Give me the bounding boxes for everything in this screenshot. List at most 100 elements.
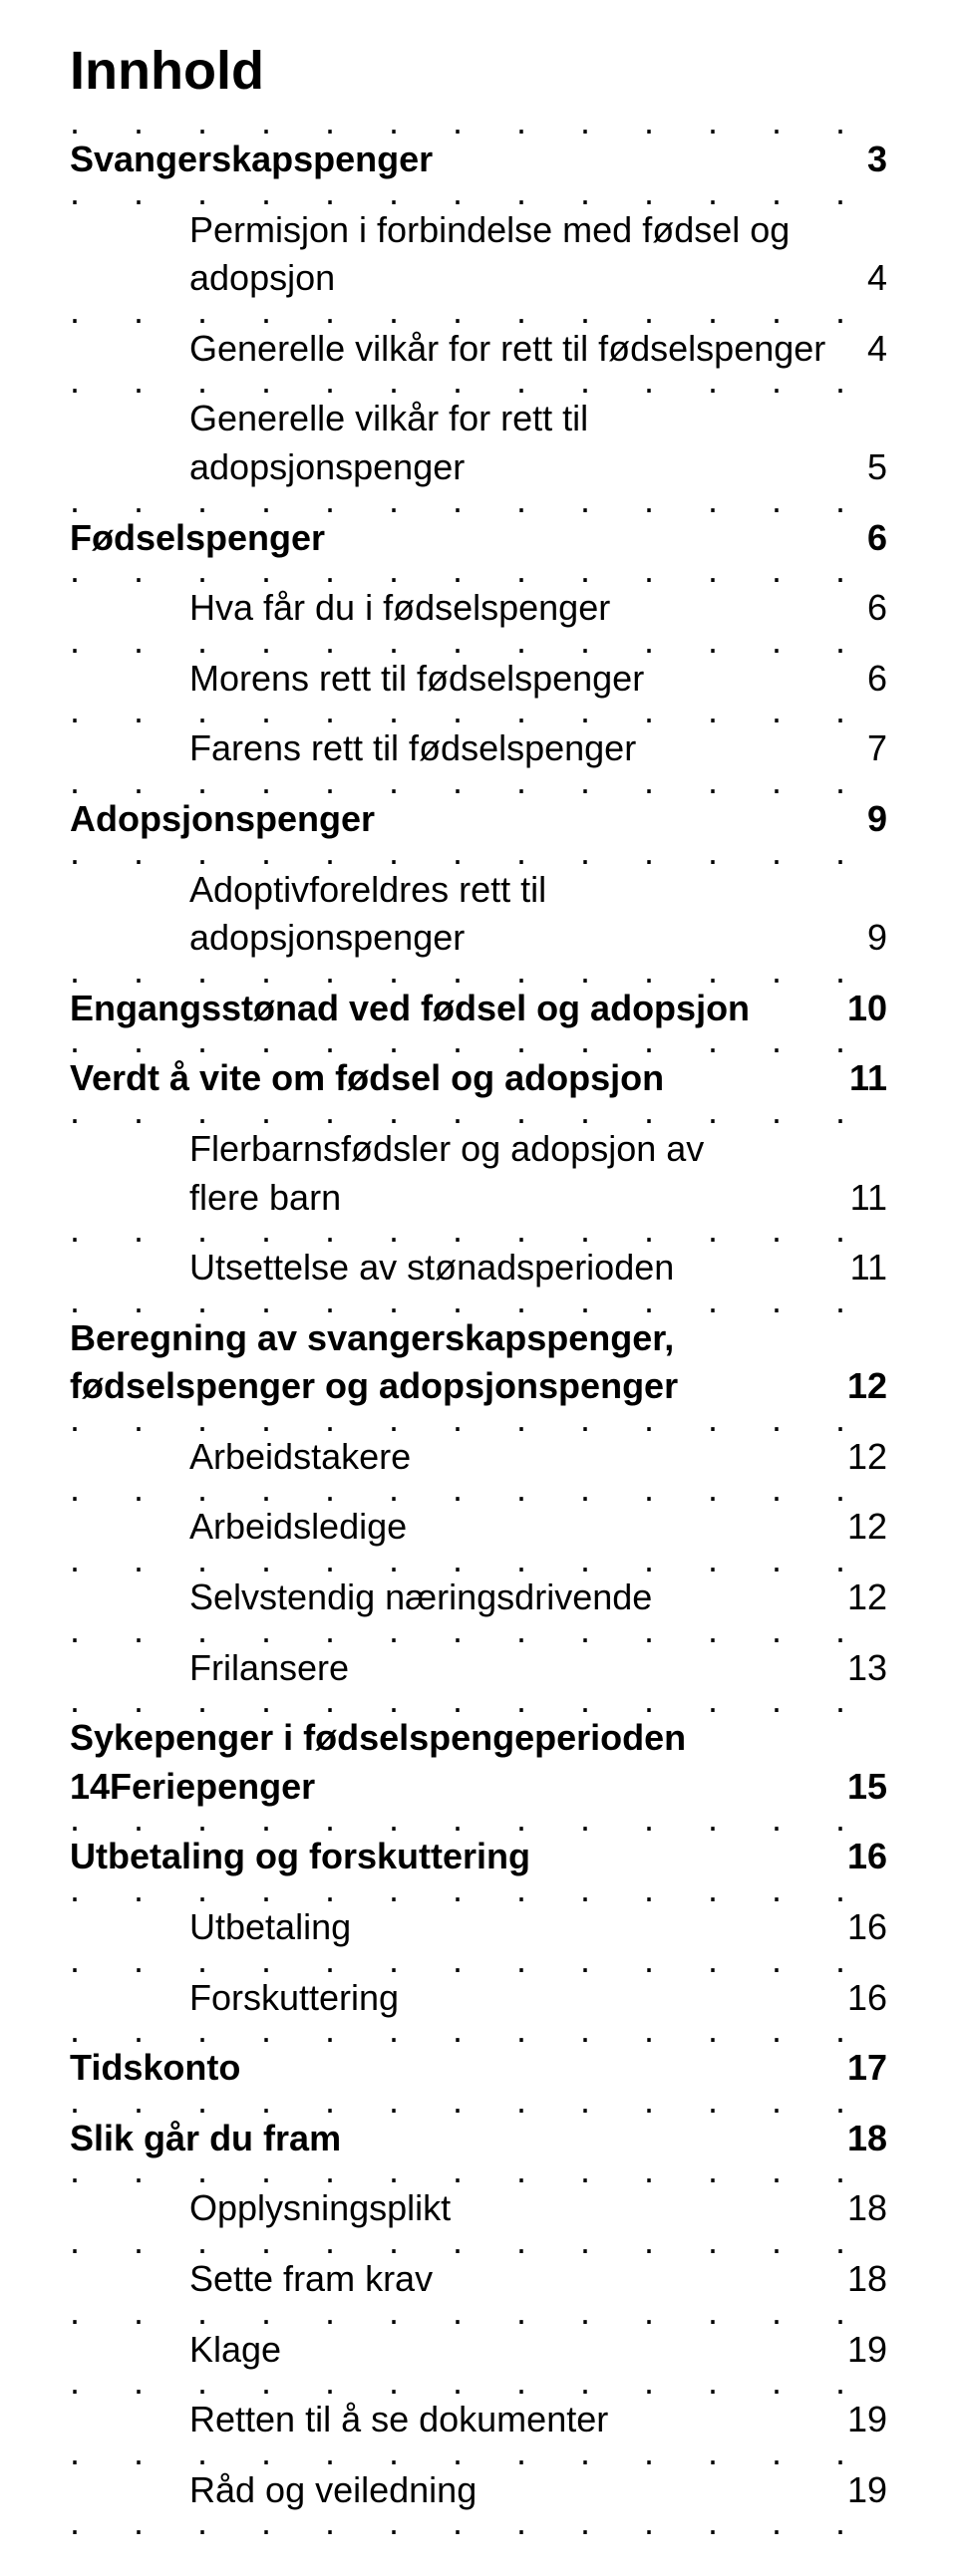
toc-page: 11 <box>837 1174 887 1223</box>
toc-page: 13 <box>837 1644 887 1693</box>
toc-entry: adopsjonspenger 9 <box>70 914 887 963</box>
toc-entry: Utsettelse av stønadsperioden 11 <box>70 1244 887 1292</box>
toc-page: 5 <box>837 443 887 492</box>
toc-entry: Råd og veiledning 19 <box>70 2466 887 2515</box>
toc-page: 4 <box>837 254 887 303</box>
toc-page: 11 <box>837 1244 887 1292</box>
toc-page: 18 <box>837 2184 887 2233</box>
toc-entry: Tidskonto 17 <box>70 2044 887 2093</box>
toc-label: Flerbarnsfødsler og adopsjon av <box>189 1125 704 1174</box>
toc-label: Engangsstønad ved fødsel og adopsjon <box>70 985 750 1033</box>
toc-page: 12 <box>837 1574 887 1622</box>
toc-label: Farens rett til fødselspenger <box>189 724 636 773</box>
toc-page: 16 <box>837 1903 887 1952</box>
toc-label: fødselspenger og adopsjonspenger <box>70 1362 678 1411</box>
toc-entry: Retten til å se dokumenter 19 <box>70 2396 887 2444</box>
toc-label: Verdt å vite om fødsel og adopsjon <box>70 1054 664 1103</box>
toc-label: Hva får du i fødselspenger <box>189 584 610 633</box>
toc-label: Beregning av svangerskapspenger, <box>70 1314 674 1363</box>
toc-page: 3 <box>837 136 887 184</box>
toc-label: Arbeidsledige <box>189 1503 407 1552</box>
toc-label: Adopsjonspenger <box>70 795 375 844</box>
toc-page: 19 <box>837 2396 887 2444</box>
toc-label: Adoptivforeldres rett til <box>189 866 546 915</box>
toc-entry: Adopsjonspenger 9 <box>70 795 887 844</box>
toc-label: Morens rett til fødselspenger <box>189 655 644 704</box>
toc-page: 15 <box>837 1763 887 1812</box>
toc-entry: Verdt å vite om fødsel og adopsjon 11 <box>70 1054 887 1103</box>
toc-entry: Opplysningsplikt 18 <box>70 2184 887 2233</box>
toc-label: Slik går du fram <box>70 2115 341 2163</box>
toc-entry: Farens rett til fødselspenger7 <box>70 724 887 773</box>
toc-entry: Permisjon i forbindelse med fødsel og <box>70 206 887 255</box>
toc-page: 4 <box>837 325 887 374</box>
toc-label: Forskuttering <box>189 1974 399 2023</box>
toc-label: adopsjon <box>189 254 335 303</box>
toc-page: 9 <box>837 795 887 844</box>
toc-page: 6 <box>837 514 887 563</box>
toc-page: 18 <box>837 2255 887 2304</box>
toc-entry: Generelle vilkår for rett til <box>70 395 887 443</box>
toc-entry: Hva får du i fødselspenger 6 <box>70 584 887 633</box>
toc-page: 16 <box>837 1974 887 2023</box>
toc-page: 12 <box>837 1362 887 1411</box>
toc-label: Generelle vilkår for rett til fødselspen… <box>189 325 825 374</box>
toc-container: . . . . . . . . . . . . . . . . . . . . … <box>70 104 887 2540</box>
toc-page: 12 <box>837 1503 887 1552</box>
toc-label: Arbeidstakere <box>189 1433 411 1482</box>
toc-label: Frilansere <box>189 1644 349 1693</box>
toc-entry: Arbeidstakere 12 <box>70 1433 887 1482</box>
toc-entry: Flerbarnsfødsler og adopsjon av <box>70 1125 887 1174</box>
toc-label: Sykepenger i fødselspengeperioden <box>70 1714 686 1763</box>
toc-entry: Engangsstønad ved fødsel og adopsjon 10 <box>70 985 887 1033</box>
toc-label: adopsjonspenger <box>189 443 465 492</box>
toc-page: 16 <box>837 1833 887 1881</box>
toc-entry: Fødselspenger 6 <box>70 514 887 563</box>
toc-page: 19 <box>837 2326 887 2375</box>
toc-page: 6 <box>837 655 887 704</box>
toc-page: 18 <box>837 2115 887 2163</box>
toc-label: Generelle vilkår for rett til <box>189 395 588 443</box>
toc-entry: Utbetaling16 <box>70 1903 887 1952</box>
toc-entry: Sykepenger i fødselspengeperioden <box>70 1714 887 1763</box>
toc-entry: Frilansere 13 <box>70 1644 887 1693</box>
toc-entry: Morens rett til fødselspenger 6 <box>70 655 887 704</box>
toc-entry: Adoptivforeldres rett til <box>70 866 887 915</box>
toc-label: Permisjon i forbindelse med fødsel og <box>189 206 790 255</box>
toc-label: Opplysningsplikt <box>189 2184 451 2233</box>
toc-entry: Utbetaling og forskuttering 16 <box>70 1833 887 1881</box>
toc-label: Selvstendig næringsdrivende <box>189 1574 652 1622</box>
toc-entry: Forskuttering 16 <box>70 1974 887 2023</box>
toc-page: 19 <box>837 2466 887 2515</box>
toc-entry: Selvstendig næringsdrivende 12 <box>70 1574 887 1622</box>
toc-entry: flere barn 11 <box>70 1174 887 1223</box>
toc-label: Svangerskapspenger <box>70 136 433 184</box>
toc-entry: Generelle vilkår for rett til fødselspen… <box>70 325 887 374</box>
toc-label: adopsjonspenger <box>189 914 465 963</box>
toc-entry: Arbeidsledige 12 <box>70 1503 887 1552</box>
toc-page: 10 <box>837 985 887 1033</box>
toc-entry: fødselspenger og adopsjonspenger 12 <box>70 1362 887 1411</box>
toc-page: 6 <box>837 584 887 633</box>
toc-label: Utbetaling og forskuttering <box>70 1833 530 1881</box>
toc-entry: Svangerskapspenger 3 <box>70 136 887 184</box>
toc-label: flere barn <box>189 1174 341 1223</box>
toc-page: 17 <box>837 2044 887 2093</box>
toc-label: Tidskonto <box>70 2044 240 2093</box>
toc-label: Sette fram krav <box>189 2255 433 2304</box>
toc-page: 9 <box>837 914 887 963</box>
toc-entry: adopsjonspenger 5 <box>70 443 887 492</box>
toc-entry: adopsjon 4 <box>70 254 887 303</box>
toc-entry: Beregning av svangerskapspenger, <box>70 1314 887 1363</box>
toc-label: Råd og veiledning <box>189 2466 477 2515</box>
toc-page: 11 <box>837 1054 887 1103</box>
toc-entry: Sette fram krav 18 <box>70 2255 887 2304</box>
toc-label: Utsettelse av stønadsperioden <box>189 1244 674 1292</box>
toc-label: Retten til å se dokumenter <box>189 2396 608 2444</box>
toc-entry: Klage 19 <box>70 2326 887 2375</box>
toc-dots-row: . . . . . . . . . . . . . . . . . . . . … <box>70 104 887 140</box>
toc-page: 12 <box>837 1433 887 1482</box>
toc-dots-row: . . . . . . . . . . . . . . . . . . . . … <box>70 1801 887 1837</box>
toc-label: Klage <box>189 2326 281 2375</box>
toc-label: Fødselspenger <box>70 514 325 563</box>
